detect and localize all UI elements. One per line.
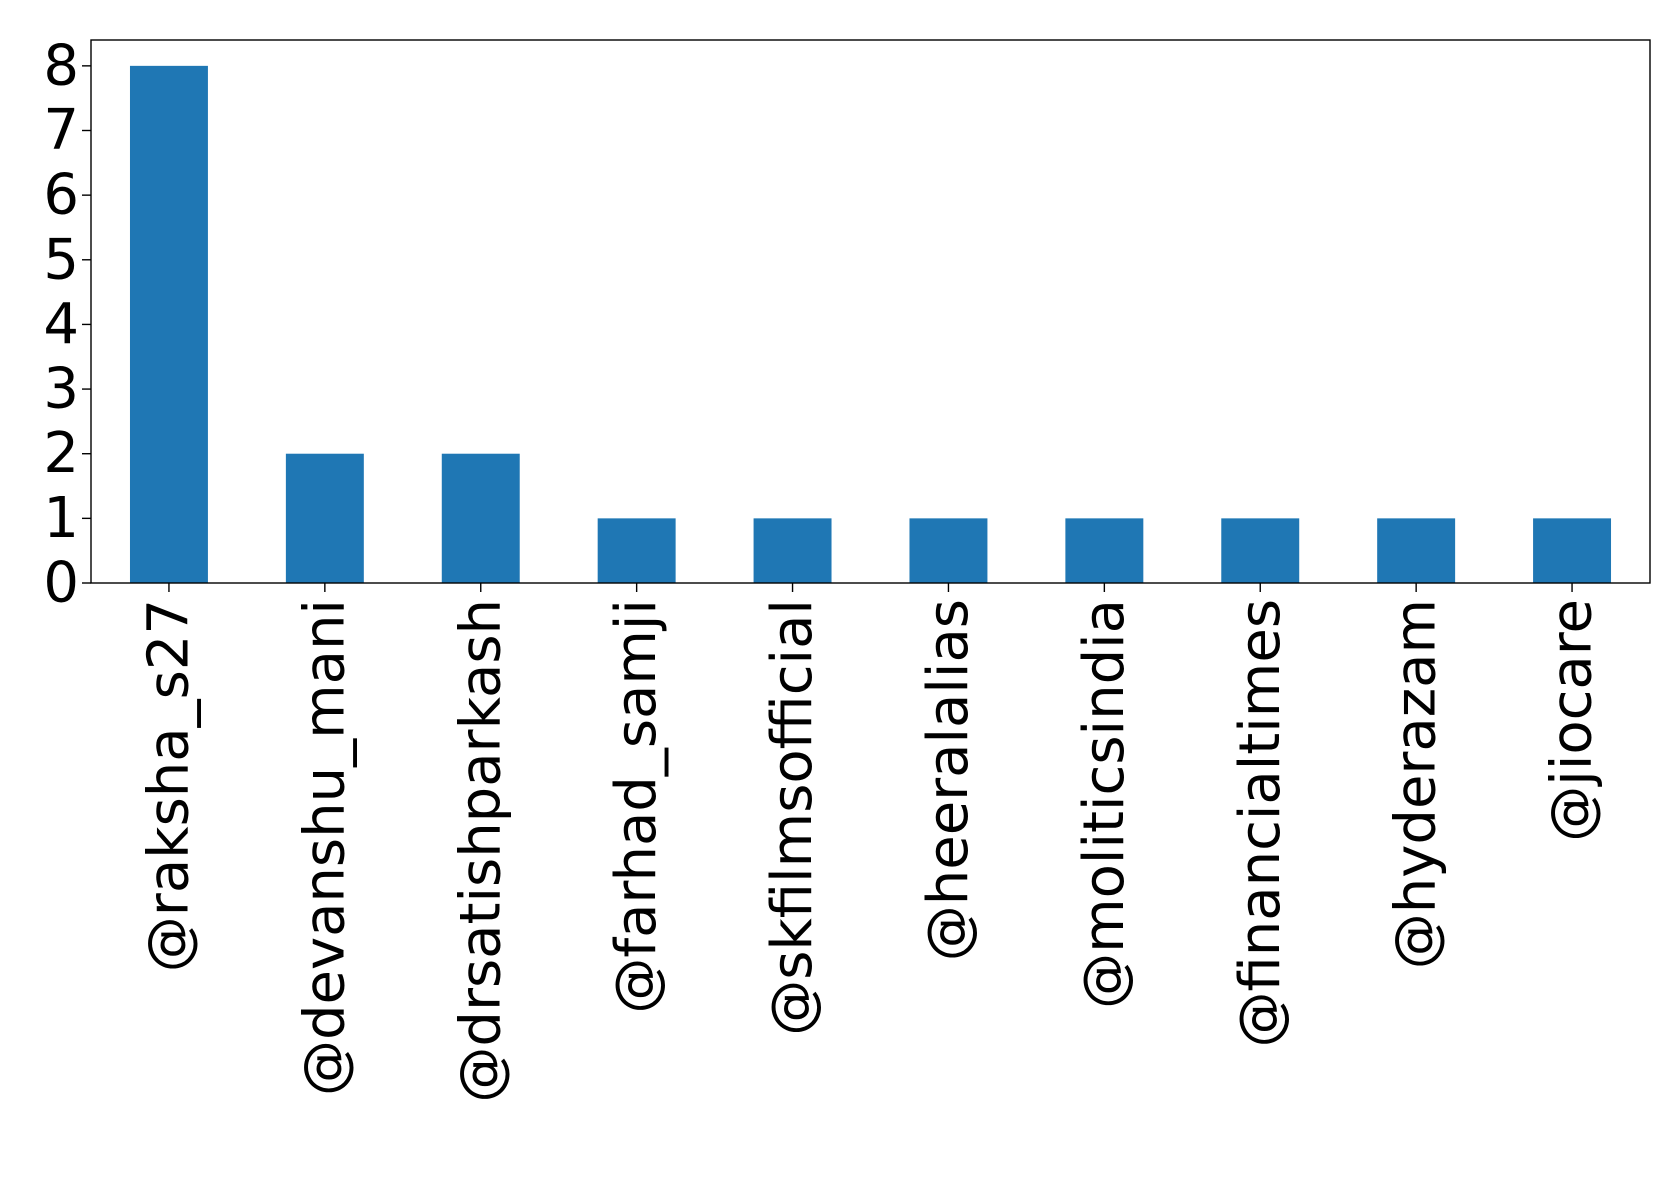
bar-9 — [1377, 518, 1456, 583]
x-tick-label: @moliticsindia — [1072, 599, 1137, 1009]
plot-frame — [90, 39, 1651, 584]
y-tick-label: 3 — [43, 357, 79, 422]
bar-6 — [909, 518, 988, 583]
x-axis-ticks: @raksha_s27 @devanshu_mani @drsatishparkas… — [136, 583, 1605, 1103]
x-tick-label: @skfilmsofficial — [760, 599, 825, 1036]
bar-7 — [1065, 518, 1144, 583]
y-tick-label: 6 — [43, 163, 79, 228]
bar-2 — [285, 453, 364, 583]
y-tick-label: 4 — [43, 292, 79, 357]
x-tick-label: @jiocare — [1540, 599, 1605, 842]
x-tick-label: @raksha_s27 — [136, 599, 201, 972]
y-tick-label: 7 — [43, 98, 79, 163]
bars-layer — [129, 65, 1612, 584]
x-tick-label: @farhad_samji — [604, 599, 669, 1014]
x-tick-label: @financialtimes — [1228, 599, 1293, 1048]
bar-1 — [129, 65, 208, 584]
bar-3 — [441, 453, 520, 583]
y-tick-label: 8 — [43, 33, 79, 98]
x-tick-label: @hyderazam — [1384, 599, 1449, 969]
bar-8 — [1221, 518, 1300, 583]
y-tick-label: 0 — [43, 551, 79, 616]
x-tick-label: @drsatishparkash — [448, 599, 513, 1103]
y-tick-label: 2 — [43, 421, 79, 486]
bar-4 — [597, 518, 676, 583]
y-tick-label: 1 — [43, 486, 79, 551]
y-tick-label: 5 — [43, 227, 79, 292]
x-tick-label: @devanshu_mani — [292, 599, 357, 1096]
bar-5 — [753, 518, 832, 583]
bar-10 — [1533, 518, 1612, 583]
x-tick-label: @heeralalias — [916, 599, 981, 961]
